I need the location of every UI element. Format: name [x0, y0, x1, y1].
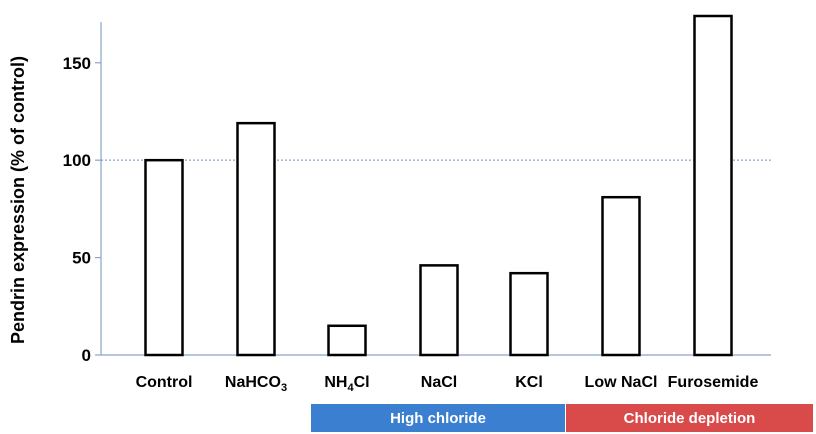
- x-tick-labels: Control NaHCO3 NH4Cl NaCl KCl Low NaCl Furosem…: [136, 374, 759, 394]
- group-band-chloride-depletion: Chloride depletion: [566, 404, 813, 432]
- bar: [236, 121, 276, 357]
- bar: [144, 158, 184, 357]
- y-tick-label: 100: [63, 151, 91, 170]
- y-axis-label: Pendrin expression (% of control): [8, 56, 28, 344]
- bar: [601, 195, 641, 357]
- group-band-high-chloride: High chloride: [311, 404, 565, 432]
- x-tick-label: NH4Cl: [324, 374, 369, 394]
- group-label-high-chloride: High chloride: [390, 409, 486, 427]
- x-tick-label: NaCl: [421, 374, 457, 391]
- y-tick-label: 0: [82, 346, 91, 365]
- y-ticks: 0 50 100 150: [63, 54, 101, 365]
- x-tick-label: Low NaCl: [585, 374, 658, 391]
- bar: [419, 264, 459, 357]
- x-tick-label: Control: [136, 374, 193, 391]
- bars: [144, 14, 733, 357]
- x-tick-label: NaHCO3: [225, 374, 287, 394]
- x-tick-label: KCl: [515, 374, 543, 391]
- x-tick-label: Furosemide: [668, 374, 759, 391]
- y-tick-label: 50: [72, 249, 91, 268]
- bar: [509, 271, 549, 357]
- y-tick-label: 150: [63, 54, 91, 73]
- bar: [693, 14, 733, 357]
- group-label-chloride-depletion: Chloride depletion: [623, 409, 756, 427]
- bar: [327, 324, 367, 357]
